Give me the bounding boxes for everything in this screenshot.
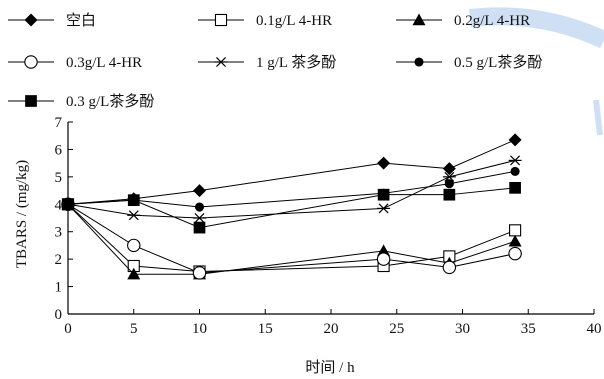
series-line xyxy=(67,159,516,219)
legend-label: 0.3 g/L茶多酚 xyxy=(66,93,154,110)
series-line xyxy=(67,187,516,229)
y-tick-label: 3 xyxy=(55,225,63,241)
x-tick-label: 30 xyxy=(455,321,470,337)
y-axis-label: TBARS / (mg/kg) xyxy=(14,160,30,268)
asterisk-stroke xyxy=(444,171,455,182)
legend-label: 空白 xyxy=(66,12,96,29)
y-tick-label: 2 xyxy=(55,252,63,268)
x-ticks: 0 5 10 15 20 25 30 35 40 xyxy=(64,309,602,337)
data-point-triangle xyxy=(508,234,522,247)
y-tick-label: 4 xyxy=(55,197,63,213)
data-point-diamond xyxy=(24,13,38,27)
legend: 空白 0.1g/L 4-HR 0.2g/L 4-HR 0.3g/L 4-HR 1 g/L… xyxy=(8,12,542,110)
y-tick-label: 0 xyxy=(55,307,63,323)
data-point-asterisk xyxy=(442,171,456,182)
x-axis-label: 时间 / h xyxy=(305,359,355,376)
background-swoosh-right xyxy=(593,99,603,136)
data-point-diamond xyxy=(442,162,456,176)
data-point-circle-open xyxy=(192,266,207,280)
data-point-triangle xyxy=(377,244,391,257)
axes: 0 5 10 15 20 25 30 35 40 0 1 2 3 4 5 6 7 xyxy=(55,115,602,337)
legend-item-7: 0.3 g/L茶多酚 xyxy=(8,93,154,110)
series-line xyxy=(67,203,516,275)
series-layer xyxy=(61,133,522,280)
data-point-circle-open xyxy=(442,260,457,275)
data-point-circle-open xyxy=(376,252,391,266)
x-tick-label: 0 xyxy=(64,321,72,337)
data-point-square xyxy=(509,181,521,194)
data-point-triangle xyxy=(127,267,141,280)
x-tick-label: 5 xyxy=(130,321,138,337)
asterisk-stroke xyxy=(194,213,205,223)
legend-item-6: 0.5 g/L茶多酚 xyxy=(396,54,542,71)
legend-item-1: 空白 xyxy=(8,12,96,29)
series-7 xyxy=(62,181,521,234)
legend-label: 0.1g/L 4-HR xyxy=(256,13,332,29)
x-tick-label: 40 xyxy=(587,321,602,337)
data-point-square xyxy=(25,95,37,107)
x-tick-label: 10 xyxy=(192,321,207,337)
legend-label: 0.3g/L 4-HR xyxy=(66,55,142,71)
x-tick-label: 20 xyxy=(324,321,339,337)
plot-area: 0 5 10 15 20 25 30 35 40 0 1 2 3 4 5 6 7 xyxy=(55,115,602,337)
asterisk-stroke xyxy=(378,203,389,214)
legend-item-2: 0.1g/L 4-HR xyxy=(198,13,332,29)
data-point-asterisk xyxy=(508,155,522,166)
data-point-square xyxy=(443,188,456,201)
data-point-circle xyxy=(414,57,424,67)
asterisk-stroke xyxy=(128,210,139,221)
legend-label: 1 g/L 茶多酚 xyxy=(256,54,336,71)
data-point-circle xyxy=(194,202,205,212)
data-point-circle-open xyxy=(508,246,522,261)
series-line xyxy=(67,203,516,274)
data-point-circle-open xyxy=(127,238,141,253)
data-point-diamond xyxy=(508,133,522,147)
y-tick-label: 6 xyxy=(55,142,63,158)
data-point-asterisk xyxy=(214,57,228,67)
data-point-square xyxy=(127,194,140,207)
x-tick-label: 25 xyxy=(389,321,404,337)
y-tick-label: 7 xyxy=(55,115,63,131)
data-point-diamond xyxy=(377,156,391,170)
data-point-diamond xyxy=(193,184,206,198)
data-point-asterisk xyxy=(127,210,141,221)
asterisk-stroke xyxy=(510,155,521,166)
data-point-square xyxy=(377,188,390,201)
legend-item-3: 0.2g/L 4-HR xyxy=(396,13,530,29)
series-line xyxy=(67,203,516,272)
legend-item-5: 1 g/L 茶多酚 xyxy=(198,54,336,71)
x-tick-label: 15 xyxy=(258,321,273,337)
series-line xyxy=(67,139,516,205)
data-point-square xyxy=(193,221,206,234)
legend-label: 0.5 g/L茶多酚 xyxy=(454,54,542,71)
legend-item-4: 0.3g/L 4-HR xyxy=(8,55,142,71)
y-ticks: 0 1 2 3 4 5 6 7 xyxy=(55,115,73,323)
y-tick-label: 1 xyxy=(55,280,63,296)
background-swoosh-top xyxy=(468,7,604,49)
data-point-square-open xyxy=(509,224,522,237)
data-point-circle xyxy=(444,179,454,189)
data-point-asterisk xyxy=(377,203,391,214)
data-point-circle-open xyxy=(24,55,38,69)
asterisk-stroke xyxy=(216,57,226,67)
data-point-square-open xyxy=(214,13,228,27)
legend-label: 0.2g/L 4-HR xyxy=(454,13,530,29)
x-tick-label: 35 xyxy=(521,321,536,337)
data-point-triangle xyxy=(412,13,426,26)
y-tick-label: 5 xyxy=(55,170,63,186)
data-point-circle xyxy=(510,166,520,176)
data-point-asterisk xyxy=(193,213,206,223)
